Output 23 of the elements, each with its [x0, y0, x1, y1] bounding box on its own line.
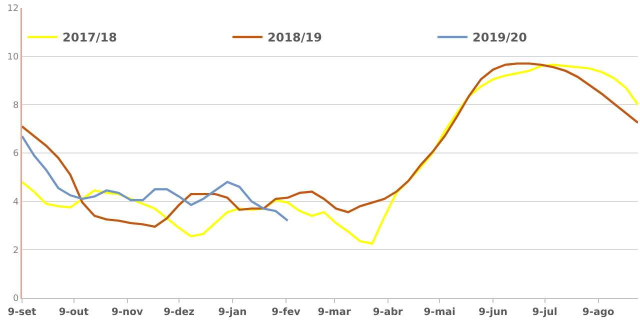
legend-label: 2019/20 — [472, 30, 527, 45]
x-tick-label: 9-jul — [532, 307, 558, 318]
x-tick-label: 9-jun — [478, 307, 508, 318]
legend-label: 2018/19 — [268, 30, 322, 45]
y-tick-label: 6 — [12, 149, 19, 160]
line-series — [22, 134, 289, 222]
x-tick-label: 9-ago — [582, 307, 614, 318]
x-tick-label: 9-fev — [272, 307, 301, 318]
x-tick-label: 9-out — [58, 307, 89, 318]
legend-label: 2017/18 — [62, 30, 117, 45]
x-tick-label: 9-dez — [164, 307, 195, 318]
x-tick-label: 9-abr — [372, 307, 403, 318]
y-tick-label: 12 — [7, 4, 19, 14]
x-tick-label: 9-jan — [218, 307, 247, 318]
x-tick-label: 9-mar — [318, 307, 351, 318]
y-tick-label: 8 — [12, 100, 19, 111]
y-tick-label: 10 — [7, 52, 19, 62]
y-tick-label: 0 — [12, 294, 19, 304]
y-tick-label: 4 — [12, 197, 19, 208]
x-tick-label: 9-nov — [111, 307, 144, 318]
x-tick-label: 9-mai — [424, 307, 456, 318]
x-tick-label: 9-set — [8, 307, 37, 318]
y-tick-label: 2 — [12, 246, 19, 256]
